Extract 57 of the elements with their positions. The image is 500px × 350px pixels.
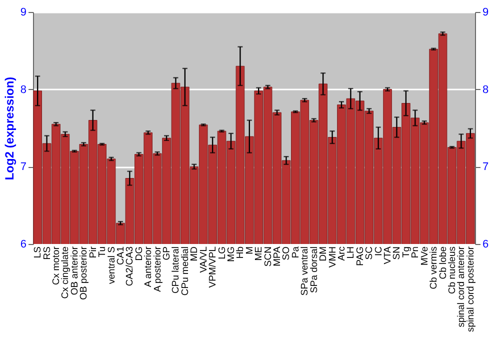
x-tick-label: SO (281, 246, 292, 260)
y2-tick-label: 6 (482, 238, 489, 250)
x-tick-label: VPM/VPL (208, 246, 219, 288)
x-tick-label: LG (216, 246, 228, 260)
y2-tick-label: 8 (482, 84, 489, 96)
x-tick-label: Cx motor (51, 246, 62, 286)
x-tick-label: Arc (336, 246, 348, 261)
x-tick-label: Pa (290, 246, 302, 258)
x-tick-label: MG (226, 246, 237, 262)
x-tick-label: Pn (410, 246, 422, 258)
x-tick-label: GP (162, 246, 173, 260)
x-tick-label: VTA (382, 246, 394, 264)
x-tick-label: ME (254, 246, 265, 261)
x-tick-label: SCN (262, 246, 274, 267)
x-tick-label: SPa dorsal (308, 246, 320, 293)
x-tick-label: A posterior (152, 246, 164, 292)
x-tick-label: PAG (354, 246, 366, 266)
x-tick-label: spinal cord posterior (465, 246, 476, 332)
x-tick-label: LS (32, 246, 44, 258)
x-tick-label: CA1 (115, 246, 126, 265)
x-tick-label: DM (318, 246, 330, 262)
x-tick-label: IC (373, 246, 384, 256)
x-tick-label: CA2/CA3 (124, 246, 136, 286)
x-tick-label: spinal cord anterior (456, 246, 468, 328)
y2-tick-label: 7 (482, 161, 489, 174)
x-tick-label: Cb vermis (428, 246, 440, 290)
y-tick-label: 9 (20, 6, 26, 18)
y-tick-label: 7 (20, 161, 26, 174)
x-tick-label: MVe (419, 246, 430, 266)
y2-tick-label: 9 (482, 6, 489, 18)
x-tick-label: M (244, 246, 256, 254)
x-tick-label: CPu medial (180, 246, 191, 296)
x-tick-label: RS (42, 246, 53, 260)
x-tick-label: Pir (88, 246, 99, 258)
x-tick-label: VA/VL (198, 246, 210, 273)
y-tick-label: 8 (20, 84, 26, 96)
x-tick-label: Tu (97, 246, 108, 258)
x-tick-label: SPa ventral (300, 246, 311, 296)
x-tick-label: OB anterior (69, 246, 80, 296)
x-tick-label: MPA (272, 246, 284, 266)
y-axis-title: Log2 (expression) (2, 76, 16, 180)
x-tick-label: Hb (235, 246, 246, 259)
x-tick-label: VMH (327, 246, 338, 268)
x-tick-label: SN (392, 246, 403, 260)
x-tick-label: CPu lateral (170, 246, 182, 294)
x-tick-label: DG (134, 246, 145, 261)
x-tick-label: Cb lobe (438, 246, 449, 280)
x-tick-label: Cb nucleus (446, 246, 458, 294)
x-tick-label: Tg (400, 246, 412, 258)
x-tick-label: MD (189, 246, 200, 262)
x-tick-label: SC (364, 246, 376, 260)
x-tick-label: OB posterior (78, 246, 90, 300)
y-tick-label: 6 (20, 238, 26, 250)
x-tick-label: LH (346, 246, 357, 259)
x-tick-label: Cx cingulate (60, 246, 72, 299)
x-tick-label: A anterior (143, 246, 154, 288)
x-tick-label: ventral S (106, 246, 118, 284)
